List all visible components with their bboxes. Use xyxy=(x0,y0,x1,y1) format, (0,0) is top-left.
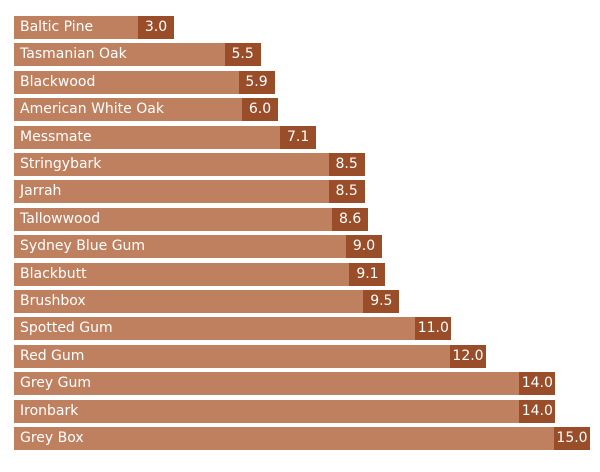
value-label: 5.9 xyxy=(238,71,275,94)
category-label: Sydney Blue Gum xyxy=(20,238,146,254)
value-label: 14.0 xyxy=(519,372,556,395)
category-label: Ironbark xyxy=(20,403,79,419)
bar xyxy=(14,71,239,94)
bar xyxy=(14,345,450,368)
bar xyxy=(14,16,138,39)
value-label: 9.0 xyxy=(346,235,382,258)
category-label: Stringybark xyxy=(20,156,102,172)
category-label: Baltic Pine xyxy=(20,19,94,35)
bar xyxy=(14,317,416,340)
bar xyxy=(14,153,329,176)
value-label: 8.5 xyxy=(328,153,365,176)
bar xyxy=(14,126,281,149)
bar xyxy=(14,400,520,423)
value-label: 15.0 xyxy=(554,427,590,450)
value-label: 8.5 xyxy=(328,180,365,203)
value-label: 9.5 xyxy=(363,290,400,313)
bar xyxy=(14,290,364,313)
category-label: Messmate xyxy=(20,129,92,145)
bar xyxy=(14,180,329,203)
category-label: Grey Gum xyxy=(20,375,92,391)
value-label: 9.1 xyxy=(349,263,386,286)
value-label: 3.0 xyxy=(138,16,174,39)
category-label: American White Oak xyxy=(20,101,164,117)
bar xyxy=(14,235,346,258)
value-label: 6.0 xyxy=(242,98,278,121)
category-label: Red Gum xyxy=(20,348,85,364)
category-label: Jarrah xyxy=(20,183,62,199)
value-label: 8.6 xyxy=(332,208,369,231)
value-label: 5.5 xyxy=(224,43,261,66)
category-label: Blackwood xyxy=(20,74,96,90)
bar xyxy=(14,208,333,231)
bar xyxy=(14,43,225,66)
value-label: 7.1 xyxy=(280,126,317,149)
category-label: Grey Box xyxy=(20,430,84,446)
category-label: Tallowwood xyxy=(20,211,101,227)
bar xyxy=(14,427,554,450)
category-label: Brushbox xyxy=(20,293,86,309)
value-label: 14.0 xyxy=(519,400,556,423)
category-label: Tasmanian Oak xyxy=(20,46,127,62)
category-label: Blackbutt xyxy=(20,266,87,282)
value-label: 12.0 xyxy=(450,345,486,368)
bar xyxy=(14,263,350,286)
category-label: Spotted Gum xyxy=(20,320,113,336)
bar xyxy=(14,98,242,121)
value-label: 11.0 xyxy=(415,317,452,340)
bar xyxy=(14,372,520,395)
